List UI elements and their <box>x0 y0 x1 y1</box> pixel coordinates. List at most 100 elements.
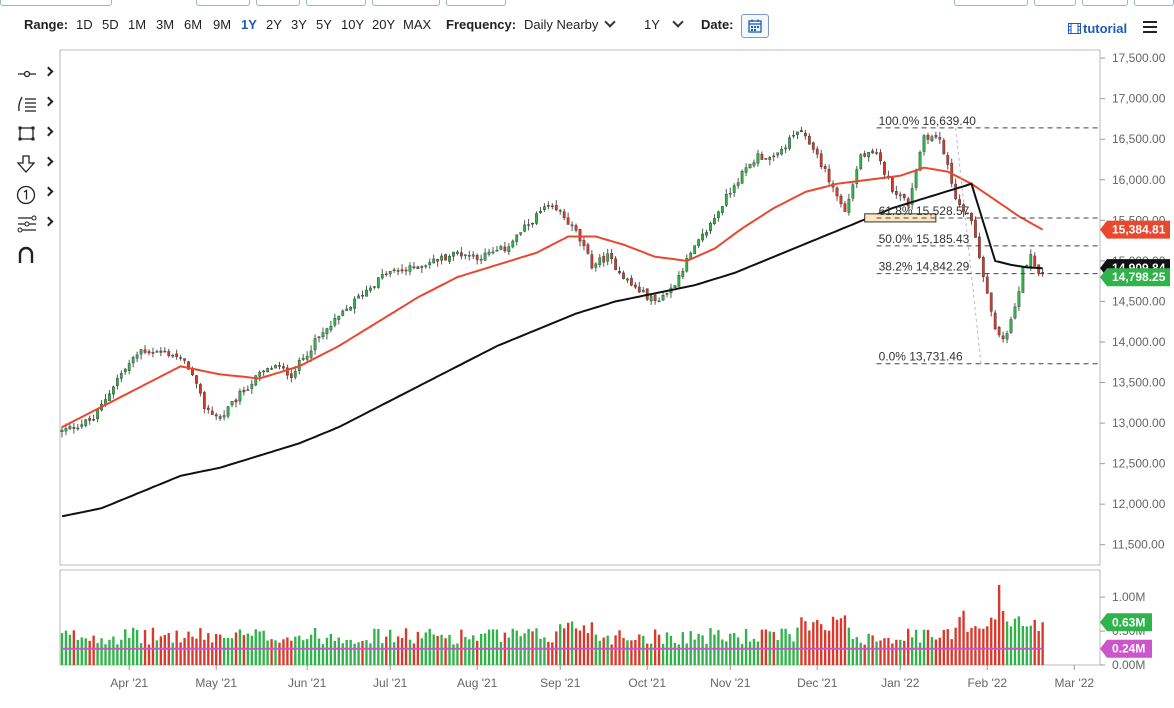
top-tab-strip <box>0 0 1174 8</box>
candle <box>851 181 855 202</box>
range-9m-button[interactable]: 9M <box>213 17 232 32</box>
candle-body <box>531 222 534 225</box>
price-chart[interactable]: 100.0% 16,639.40 61.8% 15,528.57 50.0% 15,… <box>0 45 1174 708</box>
tutorial-link[interactable]: tutorial <box>1068 21 1127 36</box>
candle-body <box>855 169 859 184</box>
crosshair-tool[interactable] <box>14 63 56 85</box>
range-1y-button[interactable]: 1Y <box>241 17 257 32</box>
range-3y-button[interactable]: 3Y <box>291 17 307 32</box>
volume-bar <box>661 643 665 665</box>
candle-body <box>254 375 258 386</box>
candle <box>123 367 127 375</box>
menu-icon[interactable] <box>1143 21 1157 35</box>
label-tool[interactable] <box>14 183 56 205</box>
volume-bar <box>108 639 111 665</box>
volume-bar <box>80 637 83 665</box>
volume-bar <box>863 644 866 665</box>
candle-body <box>586 244 590 254</box>
range-10y-button[interactable]: 10Y <box>341 17 365 32</box>
candle-body <box>922 135 926 152</box>
candle <box>981 255 985 283</box>
candle <box>780 145 784 156</box>
candle-body <box>345 308 349 311</box>
magnet-tool[interactable] <box>14 243 56 265</box>
candle-body <box>724 193 728 206</box>
candle <box>843 201 847 212</box>
candle <box>155 349 159 353</box>
candle-body <box>633 284 637 288</box>
candle <box>610 248 614 264</box>
volume-bar <box>590 622 594 665</box>
candle-body <box>839 195 843 205</box>
candle-body <box>80 424 84 427</box>
candle <box>456 249 459 256</box>
volume-bar <box>100 638 103 665</box>
candle-body <box>167 351 171 356</box>
candle <box>369 285 372 293</box>
range-max-button[interactable]: MAX <box>403 17 432 32</box>
arrow-tool[interactable] <box>14 153 56 175</box>
range-1m-button[interactable]: 1M <box>128 17 147 32</box>
price-tick-label: 12,500.00 <box>1112 457 1166 471</box>
candle <box>131 355 135 368</box>
range-3m-button[interactable]: 3M <box>156 17 175 32</box>
volume-bar <box>958 616 961 665</box>
candle-body <box>195 375 198 384</box>
candle-body <box>483 252 487 261</box>
range-2y-button[interactable]: 2Y <box>266 17 282 32</box>
volume-bar <box>646 643 649 665</box>
volume-bar <box>760 629 764 665</box>
candle-body <box>890 176 894 192</box>
range-5y-button[interactable]: 5Y <box>316 17 332 32</box>
candle <box>84 418 88 428</box>
candle <box>278 361 281 370</box>
rectangle-tool[interactable] <box>14 123 56 145</box>
volume-bar <box>76 639 80 665</box>
volume-bar <box>230 638 234 665</box>
volume-bar <box>653 629 657 665</box>
range-20y-button[interactable]: 20Y <box>372 17 396 32</box>
candle <box>728 187 732 199</box>
volume-bar <box>1005 621 1009 665</box>
trendline-tool[interactable] <box>14 93 56 115</box>
candle <box>289 369 293 383</box>
candle <box>127 359 131 375</box>
candle-body <box>1021 266 1025 293</box>
volume-bar <box>547 641 550 665</box>
candle <box>531 222 534 228</box>
candle <box>163 347 167 353</box>
magnet-icon <box>18 246 34 263</box>
volume-tick-label: 1.00M <box>1112 590 1145 604</box>
candle-body <box>84 419 88 426</box>
candle <box>448 254 451 265</box>
frequency-select[interactable]: Daily Nearby <box>524 16 617 32</box>
period-select[interactable]: 1Y <box>644 16 684 32</box>
range-6m-button[interactable]: 6M <box>184 17 203 32</box>
volume-bar <box>626 640 629 665</box>
range-5d-button[interactable]: 5D <box>102 17 119 32</box>
candle <box>519 232 523 236</box>
candle <box>305 351 309 363</box>
chevron-down-icon <box>672 16 684 28</box>
candle <box>898 191 902 201</box>
fib-level-label: 0.0% 13,731.46 <box>879 350 963 364</box>
badge-shape <box>1100 268 1170 287</box>
candle-body <box>341 310 345 316</box>
range-1d-button[interactable]: 1D <box>76 17 93 32</box>
candle <box>396 267 400 276</box>
volume-bar <box>994 619 997 665</box>
volume-bar <box>472 635 475 665</box>
candle <box>970 212 973 225</box>
candle <box>807 133 811 145</box>
fib-level-label: 61.8% 15,528.57 <box>879 204 970 218</box>
candle <box>230 401 234 408</box>
date-picker-button[interactable] <box>741 14 769 38</box>
candle-body <box>206 407 210 410</box>
volume-bar <box>84 638 87 665</box>
time-tick-label: Mar '22 <box>1054 676 1094 690</box>
fibonacci-tool[interactable] <box>14 213 56 235</box>
crosshair-icon <box>18 70 36 78</box>
candle-body <box>96 409 99 420</box>
candle-body <box>934 135 938 138</box>
badge-label: 14,798.25 <box>1112 270 1166 284</box>
